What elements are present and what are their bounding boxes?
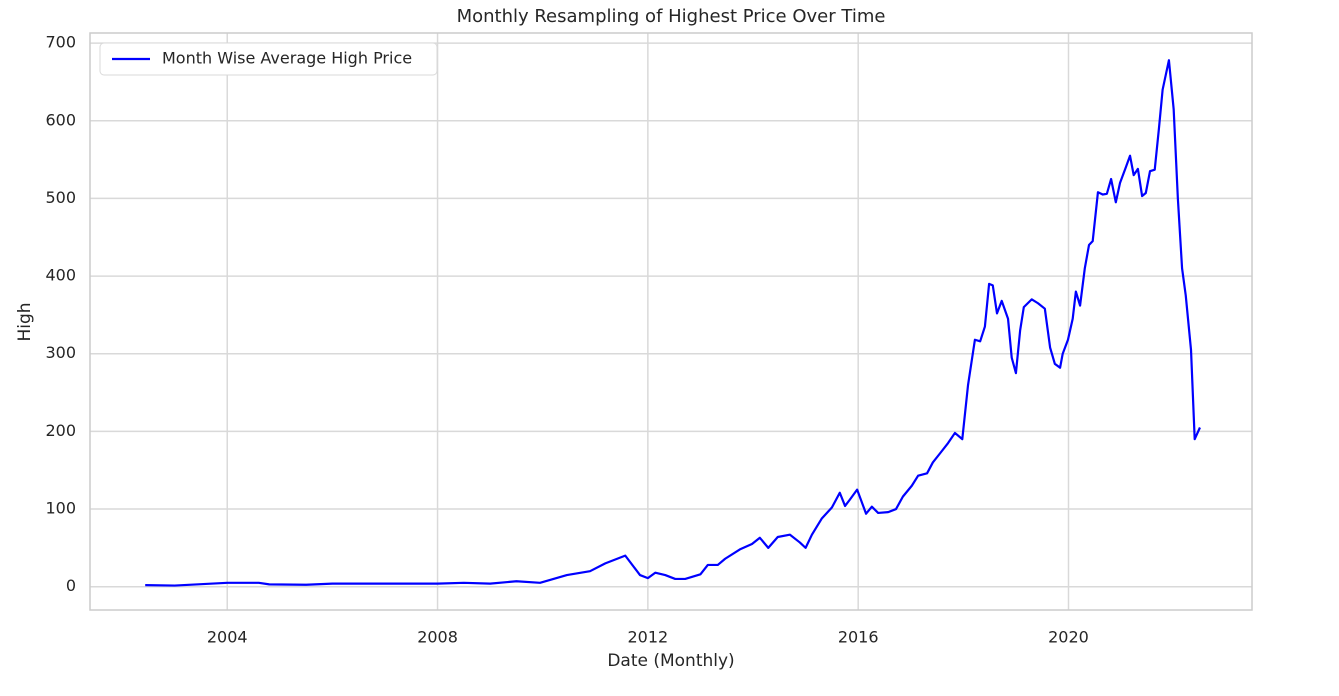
- y-tick-label: 500: [45, 188, 76, 207]
- x-tick-label: 2008: [417, 628, 458, 647]
- y-tick-label: 300: [45, 343, 76, 362]
- y-tick-label: 100: [45, 499, 76, 518]
- y-tick-label: 700: [45, 33, 76, 52]
- y-tick-label: 0: [66, 576, 76, 595]
- y-tick-label: 200: [45, 421, 76, 440]
- x-tick-label: 2012: [628, 628, 669, 647]
- x-tick-label: 2020: [1048, 628, 1089, 647]
- y-axis-label: High: [15, 302, 35, 341]
- x-tick-label: 2004: [207, 628, 248, 647]
- x-tick-label: 2016: [838, 628, 879, 647]
- line: [145, 59, 1201, 587]
- y-tick-label: 400: [45, 266, 76, 285]
- chart-title: Monthly Resampling of Highest Price Over…: [457, 6, 886, 27]
- x-axis-label: Date (Monthly): [607, 651, 734, 671]
- y-tick-label: 600: [45, 110, 76, 129]
- plot-frame: [89, 32, 1253, 611]
- legend-box: [99, 42, 438, 76]
- legend-label: Month Wise Average High Price: [162, 49, 412, 68]
